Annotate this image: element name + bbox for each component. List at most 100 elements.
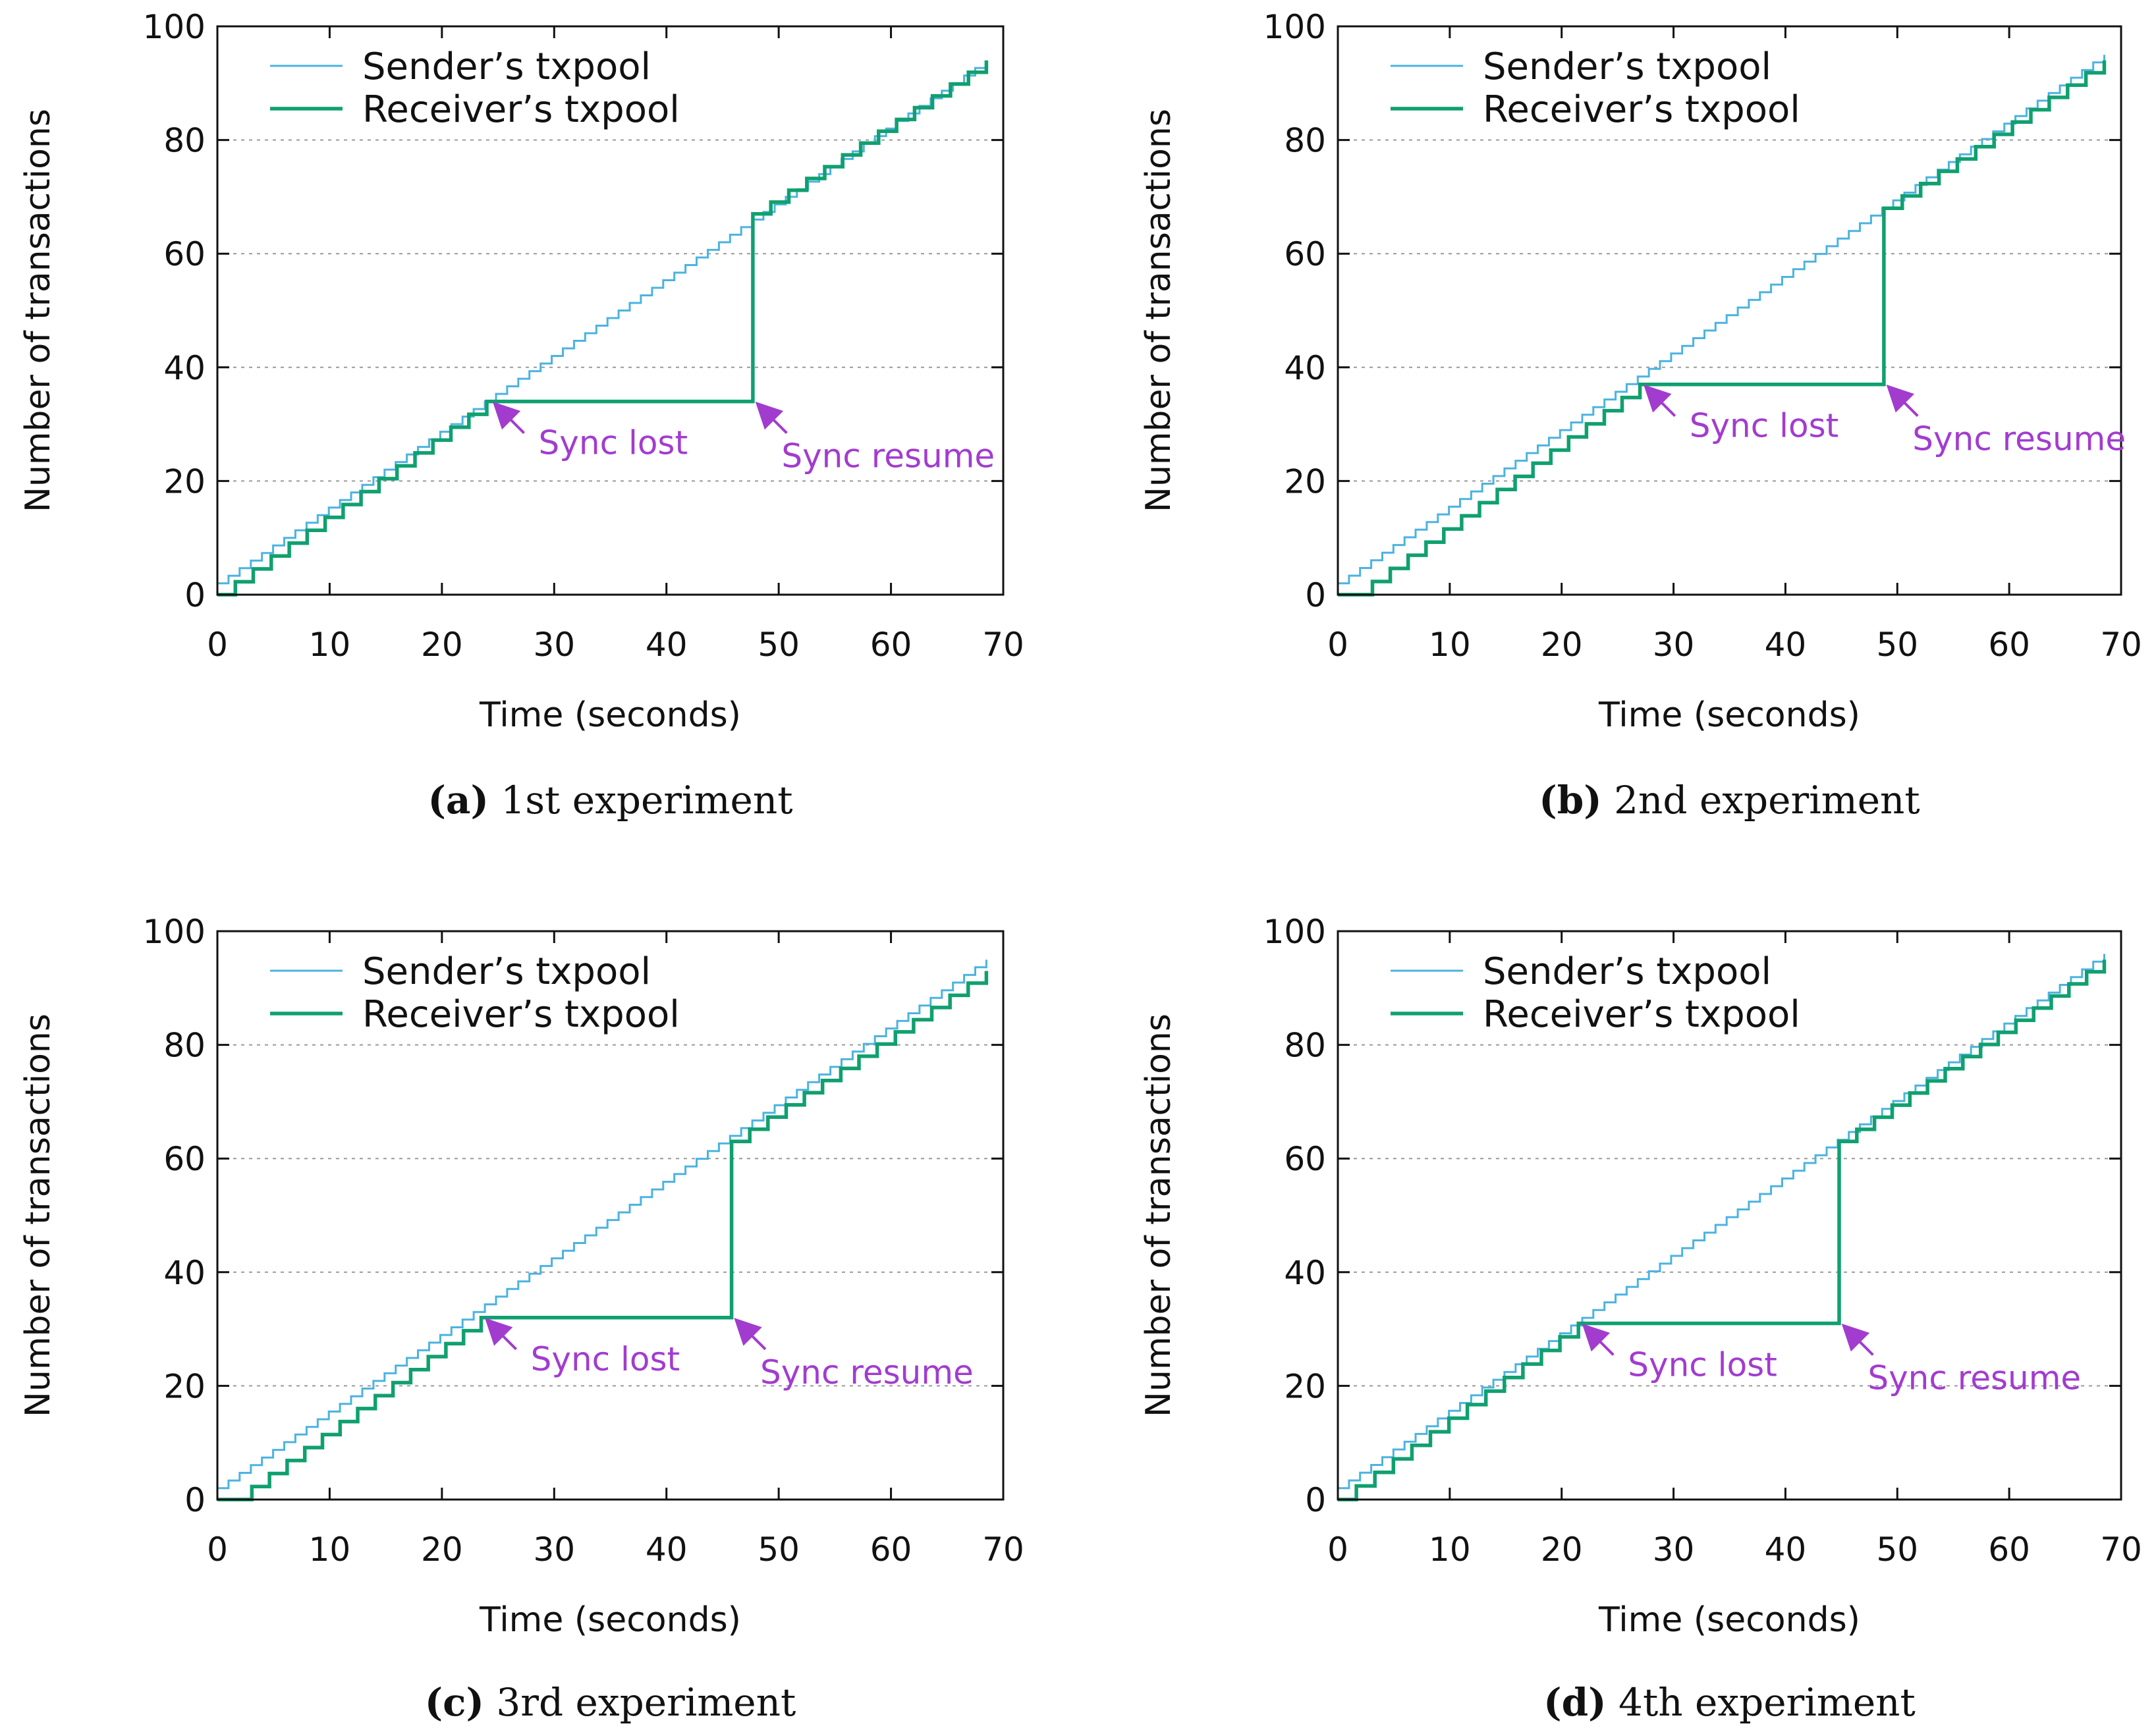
subfigure-caption: (d) 4th experiment	[1543, 1680, 1916, 1725]
sync-resume-arrow	[734, 1318, 767, 1351]
y-tick-label: 100	[143, 913, 206, 951]
x-tick-label: 60	[1988, 1530, 2030, 1569]
legend-label-receiver: Receiver’s txpool	[362, 993, 680, 1036]
y-tick-label: 20	[163, 1367, 206, 1405]
x-tick-label: 60	[870, 1530, 912, 1569]
subfigure-caption: (a) 1st experiment	[428, 778, 792, 823]
x-tick-label: 30	[1653, 1530, 1695, 1569]
caption-text: 1st experiment	[489, 778, 793, 823]
caption-text: 4th experiment	[1607, 1680, 1916, 1725]
caption-letter: (b)	[1539, 778, 1601, 823]
y-tick-label: 40	[1284, 1254, 1326, 1292]
y-tick-label: 20	[163, 462, 206, 501]
legend-label-receiver: Receiver’s txpool	[362, 88, 680, 131]
chart-panel-3: 0 10 20 30 40 50 60 70 0 20 40 60 80 100 Time (seconds…	[18, 913, 1024, 1725]
receiver-series-line	[1338, 60, 2107, 597]
x-tick-label: 70	[982, 1530, 1024, 1569]
y-tick-label: 40	[163, 349, 206, 387]
y-tick-label: 0	[1305, 576, 1326, 614]
y-tick-label: 100	[1263, 8, 1326, 46]
legend-label-sender: Sender’s txpool	[362, 950, 651, 993]
y-axis-title: Number of transactions	[1139, 1014, 1178, 1417]
y-tick-label: 100	[143, 8, 206, 46]
x-tick-label: 30	[533, 626, 575, 664]
y-tick-label: 60	[163, 1140, 206, 1178]
receiver-series-line	[217, 60, 989, 597]
x-tick-label: 50	[758, 626, 800, 664]
x-tick-label: 10	[309, 626, 351, 664]
x-tick-label: 0	[1327, 626, 1348, 664]
sync-lost-arrow	[492, 401, 525, 434]
y-tick-label: 80	[1284, 1027, 1326, 1065]
sync-lost-label: Sync lost	[539, 424, 688, 462]
y-tick-label: 80	[163, 1027, 206, 1065]
x-tick-label: 40	[1765, 1530, 1807, 1569]
sync-lost-arrow	[1644, 385, 1676, 418]
chart-panel-2: 0 10 20 30 40 50 60 70 0 20 40 60 80 100 Time (seconds…	[1139, 8, 2142, 823]
x-tick-label: 20	[421, 626, 463, 664]
sync-lost-label: Sync lost	[531, 1340, 680, 1378]
plot-frame	[216, 25, 1005, 596]
sender-series-line	[1338, 55, 2105, 585]
y-tick-label: 60	[1284, 235, 1326, 273]
x-tick-label: 50	[1876, 1530, 1918, 1569]
y-tick-label: 0	[1305, 1481, 1326, 1519]
legend-label-receiver: Receiver’s txpool	[1483, 993, 1800, 1036]
x-tick-label: 40	[646, 626, 688, 664]
caption-letter: (d)	[1543, 1680, 1606, 1725]
legend-label-sender: Sender’s txpool	[1483, 45, 1771, 88]
x-tick-label: 40	[646, 1530, 688, 1569]
y-tick-label: 0	[184, 1481, 206, 1519]
legend-label-receiver: Receiver’s txpool	[1483, 88, 1800, 131]
y-tick-label: 60	[1284, 1140, 1326, 1178]
caption-letter: (a)	[428, 778, 488, 823]
x-tick-label: 10	[309, 1530, 351, 1569]
caption-text: 2nd experiment	[1602, 778, 1920, 823]
x-tick-label: 70	[2100, 1530, 2142, 1569]
sync-resume-arrow	[755, 401, 788, 434]
y-axis-title: Number of transactions	[18, 1014, 58, 1417]
sync-lost-arrow	[1582, 1323, 1615, 1356]
plot-frame	[1337, 25, 2122, 596]
x-tick-label: 50	[1876, 626, 1918, 664]
x-tick-label: 70	[2100, 626, 2142, 664]
y-tick-label: 60	[163, 235, 206, 273]
x-tick-label: 30	[1653, 626, 1695, 664]
plot-frame	[216, 930, 1005, 1501]
x-tick-label: 60	[1988, 626, 2030, 664]
sync-resume-label: Sync resume	[760, 1353, 974, 1392]
x-axis-title: Time (seconds)	[1598, 1600, 1860, 1640]
y-tick-label: 100	[1263, 913, 1326, 951]
y-tick-label: 20	[1284, 462, 1326, 501]
sync-lost-label: Sync lost	[1628, 1345, 1777, 1384]
x-tick-label: 20	[421, 1530, 463, 1569]
x-tick-label: 0	[207, 1530, 228, 1569]
plot-frame	[1337, 930, 2122, 1501]
x-axis-title: Time (seconds)	[479, 1600, 741, 1640]
x-tick-label: 60	[870, 626, 912, 664]
y-tick-label: 40	[163, 1254, 206, 1292]
sync-resume-label: Sync resume	[1912, 420, 2126, 458]
x-tick-label: 20	[1541, 626, 1583, 664]
legend-label-sender: Sender’s txpool	[1483, 950, 1771, 993]
x-tick-label: 40	[1765, 626, 1807, 664]
sync-resume-arrow	[1841, 1323, 1874, 1356]
y-tick-label: 20	[1284, 1367, 1326, 1405]
sender-series-line	[217, 960, 987, 1490]
x-tick-label: 10	[1429, 626, 1471, 664]
sync-resume-arrow	[1886, 385, 1919, 418]
x-tick-label: 50	[758, 1530, 800, 1569]
y-axis-title: Number of transactions	[18, 109, 58, 512]
y-tick-label: 40	[1284, 349, 1326, 387]
subfigure-caption: (b) 2nd experiment	[1539, 778, 1920, 823]
x-tick-label: 20	[1541, 1530, 1583, 1569]
y-tick-label: 80	[1284, 122, 1326, 160]
y-tick-label: 80	[163, 122, 206, 160]
x-tick-label: 70	[982, 626, 1024, 664]
x-tick-label: 0	[207, 626, 228, 664]
caption-text: 3rd experiment	[484, 1680, 796, 1725]
y-tick-label: 0	[184, 576, 206, 614]
